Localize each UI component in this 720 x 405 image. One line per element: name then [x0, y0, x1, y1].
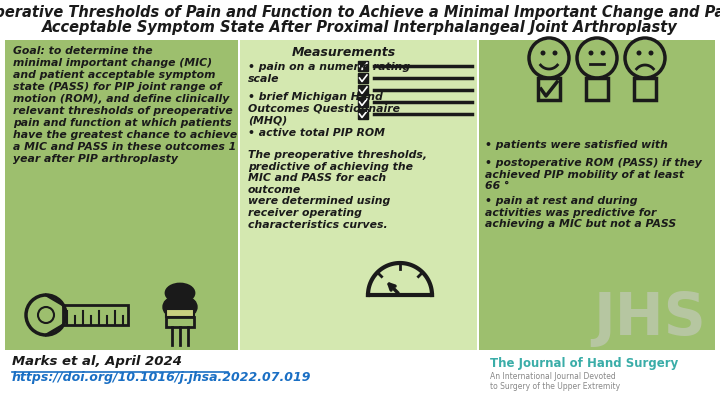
Circle shape — [552, 51, 557, 55]
Text: • pain at rest and during
activities was predictive for
achieving a MIC but not : • pain at rest and during activities was… — [485, 196, 676, 229]
Bar — [166, 309, 194, 317]
Circle shape — [588, 51, 593, 55]
Text: The preoperative thresholds,
predictive of achieving the
MIC and PASS for each
o: The preoperative thresholds, predictive … — [248, 150, 427, 230]
Bar — [358, 109, 368, 119]
Text: • postoperative ROM (PASS) if they
achieved PIP mobility of at least
66 °: • postoperative ROM (PASS) if they achie… — [485, 158, 702, 191]
Text: Measurements: Measurements — [292, 46, 395, 59]
Text: Marks et al, April 2024: Marks et al, April 2024 — [12, 355, 182, 368]
Bar — [166, 317, 194, 327]
Bar — [358, 73, 368, 83]
Text: • brief Michigan Hand
Outcomes Questionnaire
(MHQ): • brief Michigan Hand Outcomes Questionn… — [248, 92, 400, 125]
Bar — [358, 85, 368, 95]
Bar — [358, 61, 368, 71]
Bar — [634, 78, 656, 100]
Bar — [63, 305, 128, 325]
Text: The Journal of Hand Surgery: The Journal of Hand Surgery — [490, 357, 678, 370]
Text: Preoperative Thresholds of Pain and Function to Achieve a Minimal Important Chan: Preoperative Thresholds of Pain and Func… — [0, 5, 720, 20]
Ellipse shape — [166, 284, 194, 302]
Text: • pain on a numeric rating
scale: • pain on a numeric rating scale — [248, 62, 410, 83]
Bar — [358, 97, 368, 107]
Bar — [586, 78, 608, 100]
Circle shape — [179, 298, 197, 316]
Text: An International Journal Devoted
to Surgery of the Upper Extremity: An International Journal Devoted to Surg… — [490, 372, 620, 391]
Bar — [5, 40, 238, 350]
Circle shape — [541, 51, 546, 55]
Circle shape — [649, 51, 654, 55]
Bar — [479, 40, 715, 350]
Text: Acceptable Symptom State After Proximal Interphalangeal Joint Arthroplasty: Acceptable Symptom State After Proximal … — [42, 20, 678, 35]
Text: Goal: to determine the
minimal important change (MIC)
and patient acceptable sym: Goal: to determine the minimal important… — [13, 46, 238, 164]
Bar — [240, 40, 477, 350]
Bar — [538, 78, 560, 100]
Text: https://doi.org/10.1016/j.jhsa.2022.07.019: https://doi.org/10.1016/j.jhsa.2022.07.0… — [12, 371, 312, 384]
Text: • active total PIP ROM: • active total PIP ROM — [248, 128, 385, 138]
Text: JHS: JHS — [593, 290, 706, 347]
Text: • patients were satisfied with: • patients were satisfied with — [485, 140, 668, 150]
Circle shape — [163, 298, 181, 316]
Circle shape — [600, 51, 606, 55]
Circle shape — [636, 51, 642, 55]
